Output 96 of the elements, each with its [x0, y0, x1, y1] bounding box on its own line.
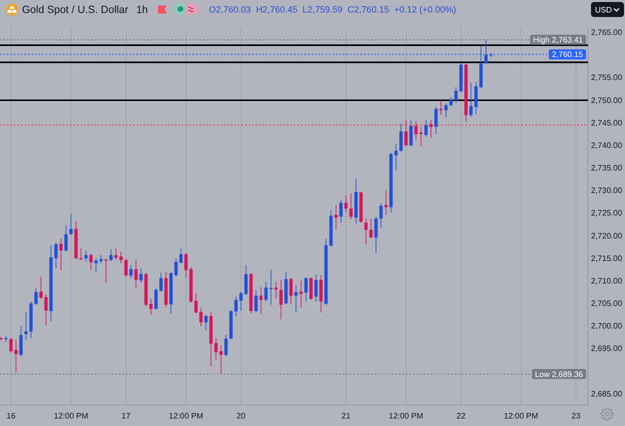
- y-tick-label: 2,755.00: [591, 73, 623, 82]
- x-tick-label: 12:00 PM: [168, 412, 204, 421]
- candlestick: [194, 292, 198, 314]
- candlestick: [264, 281, 268, 302]
- y-tick-label: 2,710.00: [591, 276, 623, 286]
- candlestick: [339, 200, 343, 224]
- candlestick: [479, 45, 483, 89]
- candlestick: [34, 288, 38, 306]
- candlestick: [394, 143, 398, 171]
- x-tick-label: 23: [572, 412, 581, 421]
- chart-title: Gold Spot / U.S. Dollar: [22, 4, 129, 16]
- y-tick-label: 2,715.00: [591, 254, 623, 263]
- candlestick: [409, 120, 413, 147]
- y-tick-label: 2,730.00: [591, 186, 623, 196]
- candlestick: [269, 270, 273, 306]
- ref-line-label: High 2,763.41: [533, 35, 584, 44]
- x-tick-label: 12:00 PM: [388, 412, 424, 421]
- candlestick: [319, 274, 323, 313]
- y-tick-label: 2,695.00: [591, 344, 623, 354]
- candlestick: [139, 268, 143, 284]
- candlestick: [279, 279, 283, 320]
- candlestick: [174, 258, 178, 278]
- text: L2,759.59: [302, 4, 343, 14]
- candlestick: [54, 242, 58, 269]
- x-tick-label: 12:00 PM: [54, 412, 88, 421]
- candlestick: [274, 281, 278, 299]
- text: C2,760.15: [348, 4, 390, 14]
- y-tick-label: 2,705.00: [591, 298, 623, 308]
- x-tick-label: 16: [6, 412, 16, 421]
- x-tick-label: 21: [342, 412, 351, 421]
- candlestick: [309, 276, 313, 300]
- candlestick: [109, 248, 113, 262]
- candlestick: [204, 314, 208, 331]
- candlestick: [179, 248, 183, 264]
- candlestick: [134, 260, 138, 289]
- candlestick: [254, 289, 258, 312]
- candlestick: [184, 252, 188, 279]
- y-tick-label: 2,745.00: [591, 118, 623, 128]
- candlestick: [344, 194, 348, 212]
- candlestick: [149, 298, 153, 316]
- candlestick: [124, 258, 128, 278]
- candlestick: [374, 216, 378, 254]
- candlestick: [199, 306, 203, 327]
- y-axis-title: USD: [595, 6, 612, 14]
- candlestick: [349, 192, 353, 220]
- candlestick: [44, 294, 48, 326]
- y-tick-label: 2,740.00: [591, 140, 623, 150]
- candlestick: [259, 286, 263, 314]
- candlestick: [424, 120, 428, 138]
- candlestick: [364, 218, 368, 245]
- candlestick: [69, 214, 73, 236]
- y-tick-label: 2,685.00: [591, 389, 623, 398]
- ref-line-label: Low 2,689.36: [534, 370, 584, 379]
- candlestick: [444, 102, 448, 118]
- candlestick: [399, 123, 403, 152]
- candlestick: [314, 274, 318, 302]
- text: H2,760.45: [256, 4, 298, 14]
- candlestick: [154, 288, 158, 310]
- x-tick-label: 22: [456, 412, 466, 421]
- y-tick-label: 2,720.00: [591, 231, 623, 240]
- candlestick: [19, 325, 23, 357]
- candlestick: [404, 120, 408, 146]
- candlestick: [114, 248, 118, 261]
- candlestick: [429, 119, 433, 138]
- y-tick-label: 2,725.00: [591, 208, 623, 218]
- candlestick: [84, 250, 88, 262]
- chart-subtitle: 1h: [136, 4, 148, 16]
- candlestick: [159, 272, 163, 292]
- candlestick: [39, 276, 43, 300]
- candlestick: [289, 278, 293, 304]
- y-tick-label: 2,765.00: [591, 28, 623, 38]
- y-tick-label: 2,750.00: [591, 96, 623, 105]
- candlestick: [129, 264, 133, 279]
- candlestick: [379, 202, 383, 228]
- candlestick: [434, 106, 438, 135]
- candlestick: [244, 264, 248, 296]
- x-tick-label: 20: [236, 412, 246, 421]
- ref-line-label: 2,760.15: [552, 50, 584, 60]
- candlestick: [304, 276, 308, 302]
- candlestick: [89, 252, 93, 270]
- text: O2,760.03: [208, 4, 251, 14]
- x-tick-label: 17: [122, 412, 131, 421]
- x-tick-label: 12:00 PM: [504, 412, 538, 421]
- candlestick: [79, 248, 83, 261]
- candlestick: [474, 82, 478, 115]
- candlestick: [414, 120, 418, 140]
- candlestick: [469, 82, 473, 118]
- y-tick-label: 2,700.00: [591, 322, 623, 331]
- candlestick: [299, 280, 303, 308]
- candlestick: [419, 126, 423, 147]
- text: +0.12 (+0.00%): [394, 4, 456, 14]
- y-tick-label: 2,735.00: [591, 164, 623, 173]
- candlestick: [214, 338, 218, 360]
- candlestick: [224, 334, 228, 357]
- candlestick: [9, 338, 13, 353]
- candlestick: [104, 258, 108, 284]
